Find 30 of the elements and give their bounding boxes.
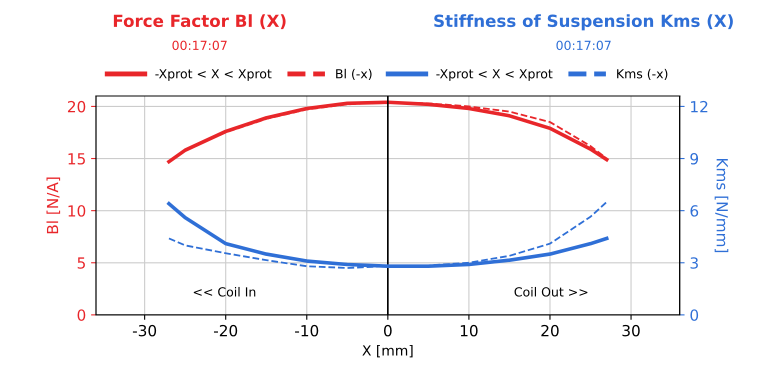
x-tick-label: 30 [622, 324, 640, 336]
x-axis-title: X [mm] [362, 344, 413, 358]
x-tick-label: -10 [295, 324, 318, 336]
y-tick-label: 5 [78, 257, 85, 269]
annotation: Coil Out >> [514, 286, 588, 297]
chart-subtitle: 00:17:07 [172, 40, 227, 50]
legend-label: -Xprot < X < Xprot [436, 69, 553, 81]
y-axis-title: Bl [N/A] [46, 177, 60, 234]
legend-label: -Xprot < X < Xprot [155, 69, 272, 81]
y2-tick-label: 6 [690, 205, 698, 217]
y2-tick-label: 0 [690, 309, 698, 321]
y2-axis-title: Kms [N/mm] [714, 158, 728, 252]
y-tick-label: 10 [68, 205, 86, 217]
y2-tick-label: 12 [691, 100, 708, 112]
y2-tick-label: 3 [690, 257, 698, 269]
y-tick-label: 20 [68, 100, 86, 112]
x-tick-label: 10 [460, 324, 478, 336]
legend-label: Kms (-x) [617, 68, 668, 80]
x-tick-label: -20 [214, 324, 238, 336]
x-tick-label: 20 [541, 324, 559, 336]
x-tick-label: -30 [132, 324, 156, 336]
y-tick-label: 15 [68, 153, 85, 165]
x-tick-label: 0 [384, 324, 392, 336]
annotation: << Coil In [194, 286, 256, 297]
y-tick-label: 0 [78, 309, 86, 321]
chart-title: Force Factor Bl (X) [114, 14, 286, 30]
text: 00:17:07 [556, 40, 611, 50]
legend-label: Bl (-x) [336, 68, 372, 80]
text: Stiffness of Suspension Kms (X) [434, 14, 733, 30]
y2-tick-label: 9 [690, 153, 698, 165]
